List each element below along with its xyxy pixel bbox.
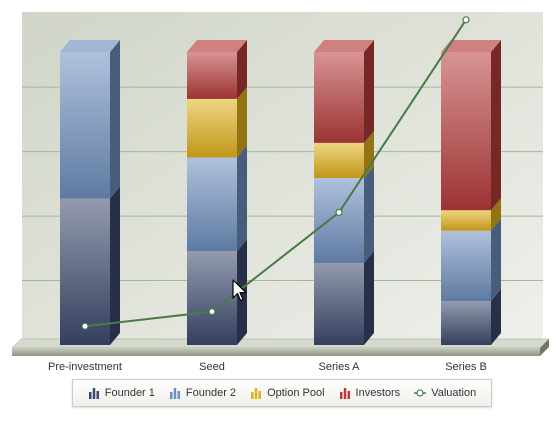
x-tick-label: Seed [199, 361, 225, 373]
legend-item-option-pool[interactable]: Option Pool [250, 387, 325, 399]
bar-top [187, 40, 247, 52]
x-axis-labels: Pre-investment Seed Series A Series B [48, 361, 487, 373]
legend-item-valuation[interactable]: Valuation [414, 387, 476, 399]
legend-item-founder-2[interactable]: Founder 2 [169, 387, 236, 399]
bar-segment-investors[interactable] [314, 40, 374, 143]
bar-chart-icon [169, 388, 180, 399]
line-marker-icon [414, 389, 427, 397]
bar-front [314, 142, 364, 178]
bar-front [441, 52, 491, 211]
bar-side [491, 218, 501, 302]
bar-segment-founder-2[interactable] [60, 40, 120, 199]
bar-front [187, 157, 237, 252]
bar-front [314, 262, 364, 345]
bar-front [314, 52, 364, 143]
bar-chart-icon [339, 388, 350, 399]
bar-front [60, 198, 110, 345]
bar-front [60, 52, 110, 199]
legend-label: Option Pool [267, 387, 325, 399]
bar-segment-investors[interactable] [187, 40, 247, 99]
legend-item-founder-1[interactable]: Founder 1 [88, 387, 155, 399]
bar-front [441, 230, 491, 302]
legend: Founder 1 Founder 2 Option Pool Investors Va… [72, 379, 492, 407]
bars[interactable] [60, 40, 501, 345]
valuation-line-path [84, 19, 467, 328]
bar-front [441, 210, 491, 231]
valuation-point[interactable] [335, 208, 343, 217]
column-series-b[interactable] [441, 40, 501, 345]
bar-side [364, 165, 374, 263]
bar-top [314, 40, 374, 52]
x-tick-label: Series A [319, 361, 361, 373]
legend-item-investors[interactable]: Investors [339, 387, 401, 399]
bar-front [187, 98, 237, 158]
legend-label: Investors [355, 387, 401, 399]
bar-segment-founder-2[interactable] [187, 145, 247, 252]
bar-segment-option-pool[interactable] [187, 86, 247, 158]
column-series-a[interactable] [314, 40, 374, 345]
valuation-point[interactable] [208, 308, 216, 316]
bar-top [441, 40, 501, 52]
bar-side [364, 40, 374, 143]
bar-side [491, 40, 501, 211]
bar-side [491, 198, 501, 231]
bar-segment-founder-2[interactable] [314, 165, 374, 263]
bar-front [441, 301, 491, 345]
valuation-point[interactable] [462, 16, 470, 24]
bar-side [237, 40, 247, 99]
chart-floor [11, 338, 550, 356]
bar-segment-founder-2[interactable] [441, 218, 501, 302]
column-pre-investment[interactable] [60, 40, 120, 345]
bar-side [364, 250, 374, 345]
bar-segment-founder-1[interactable] [314, 250, 374, 345]
x-tick-label: Pre-investment [48, 361, 122, 373]
bar-front [314, 177, 364, 263]
bar-segment-investors[interactable] [441, 40, 501, 211]
bar-side [237, 86, 247, 158]
x-tick-label: Series B [445, 361, 487, 373]
bar-chart-icon [251, 388, 262, 399]
floor-side [540, 339, 549, 356]
bar-segment-option-pool[interactable] [314, 130, 374, 178]
legend-label: Founder 1 [104, 387, 155, 399]
legend-label: Valuation [431, 387, 477, 399]
bar-segment-founder-1[interactable] [441, 289, 501, 345]
bar-side [237, 145, 247, 252]
bar-top [60, 40, 120, 52]
legend-label: Founder 2 [185, 387, 237, 399]
valuation-line[interactable] [81, 16, 470, 330]
floor-front [12, 348, 540, 356]
bar-segment-founder-1[interactable] [60, 186, 120, 346]
valuation-point[interactable] [81, 322, 89, 330]
bar-side [110, 186, 120, 345]
bar-side [110, 40, 120, 199]
mouse-pointer-icon [232, 279, 247, 302]
bar-side [491, 289, 501, 345]
bar-chart-icon [88, 388, 99, 399]
bar-front [187, 52, 237, 99]
bar-side [364, 130, 374, 178]
bar-segment-option-pool[interactable] [441, 198, 501, 231]
